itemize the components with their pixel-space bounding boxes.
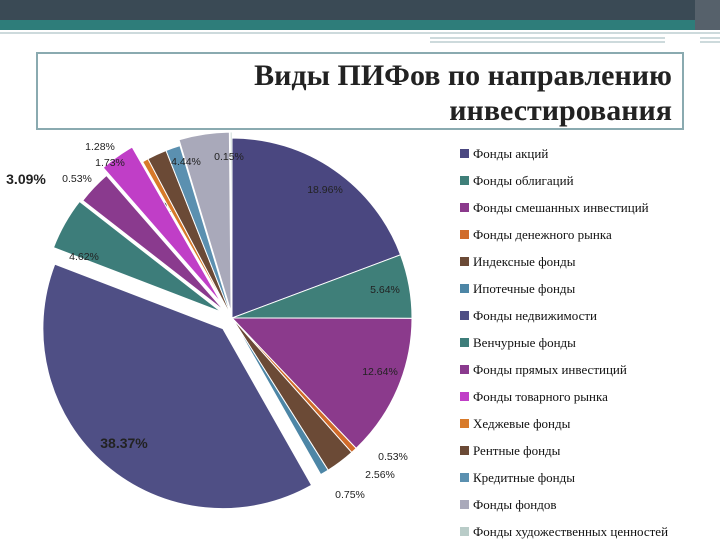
legend-swatch — [460, 149, 469, 158]
legend-swatch — [460, 392, 469, 401]
legend-item: Фонды фондов — [460, 491, 720, 518]
pie-slice — [178, 131, 232, 313]
header-decor-lines — [0, 32, 720, 43]
legend-label: Фонды смешанных инвестиций — [473, 199, 649, 215]
legend-item: Ипотечные фонды — [460, 275, 720, 302]
legend-label: Фонды прямых инвестиций — [473, 361, 627, 377]
pie-slice — [231, 317, 329, 476]
legend-swatch — [460, 338, 469, 347]
slice-data-label: 1.73% — [95, 157, 125, 169]
legend-item: Фонды акций — [460, 140, 720, 167]
legend-swatch — [460, 473, 469, 482]
title-box: Виды ПИФов по направлению инвестирования — [36, 52, 684, 130]
legend-item: Фонды художественных ценностей — [460, 518, 720, 545]
legend-label: Фонды денежного рынка — [473, 226, 612, 242]
pie-slice — [52, 200, 222, 313]
legend-label: Венчурные фонды — [473, 334, 576, 350]
legend-label: Ипотечные фонды — [473, 280, 576, 296]
chart-legend: Фонды акций Фонды облигаций Фонды смешанны… — [460, 140, 720, 545]
legend-label: Кредитные фонды — [473, 469, 575, 485]
legend-swatch — [460, 203, 469, 212]
legend-label: Индексные фонды — [473, 253, 576, 269]
header-bar-end — [695, 0, 720, 30]
slice-data-label: 0.15% — [214, 151, 244, 163]
legend-swatch — [460, 284, 469, 293]
slice-data-label: 12.64% — [362, 366, 398, 378]
legend-label: Фонды товарного рынка — [473, 388, 608, 404]
legend-item: Фонды смешанных инвестиций — [460, 194, 720, 221]
slice-data-label: 0.53% — [62, 173, 92, 185]
header-bar-accent — [0, 20, 720, 30]
legend-swatch — [460, 311, 469, 320]
slice-data-label: 0.75% — [335, 489, 365, 501]
legend-item: Венчурные фонды — [460, 329, 720, 356]
legend-swatch — [460, 230, 469, 239]
legend-label: Фонды облигаций — [473, 172, 574, 188]
legend-item: Фонды прямых инвестиций — [460, 356, 720, 383]
slice-data-label: 1.28% — [85, 141, 115, 153]
pie-slice — [231, 137, 402, 319]
legend-swatch — [460, 446, 469, 455]
legend-item: Фонды товарного рынка — [460, 383, 720, 410]
legend-item: Хеджевые фонды — [460, 410, 720, 437]
slice-data-label: 38.37% — [100, 435, 148, 451]
slice-data-label: 3.09% — [6, 171, 46, 187]
pie-slice — [229, 131, 233, 313]
pie-slice — [102, 146, 222, 304]
pie-slice — [230, 317, 413, 450]
slice-data-label: 5.64% — [370, 284, 400, 296]
legend-swatch — [460, 419, 469, 428]
legend-item: Фонды облигаций — [460, 167, 720, 194]
legend-swatch — [460, 500, 469, 509]
header-bar-dark — [0, 0, 720, 20]
slice-data-label: 2.56% — [365, 469, 395, 481]
slice-data-label: 0.53% — [378, 451, 408, 463]
slice-data-label: 4.44% — [171, 156, 201, 168]
slice-data-label: 4.62% — [69, 251, 99, 263]
legend-label: Фонды художественных ценностей — [473, 523, 669, 539]
page-title: Виды ПИФов по направлению инвестирования — [254, 59, 672, 127]
legend-label: Рентные фонды — [473, 442, 561, 458]
legend-swatch — [460, 365, 469, 374]
legend-item: Кредитные фонды — [460, 464, 720, 491]
legend-label: Фонды недвижимости — [473, 307, 597, 323]
slice-data-label: 18.96% — [307, 184, 343, 196]
legend-item: Рентные фонды — [460, 437, 720, 464]
pie-chart: 18.96% 5.64% 12.64% 0.53% 2.56%0.75% 38.37% 4.… — [6, 131, 413, 510]
pie-slice — [82, 174, 226, 312]
legend-item: Фонды недвижимости — [460, 302, 720, 329]
legend-label: Хеджевые фонды — [473, 415, 571, 431]
legend-item: Индексные фонды — [460, 248, 720, 275]
legend-label: Фонды акций — [473, 145, 549, 161]
pie-slice — [42, 263, 313, 510]
legend-swatch — [460, 257, 469, 266]
legend-label: Фонды фондов — [473, 496, 557, 512]
legend-swatch — [460, 176, 469, 185]
pie-slice — [165, 145, 233, 319]
legend-swatch — [460, 527, 469, 536]
legend-item: Фонды денежного рынка — [460, 221, 720, 248]
